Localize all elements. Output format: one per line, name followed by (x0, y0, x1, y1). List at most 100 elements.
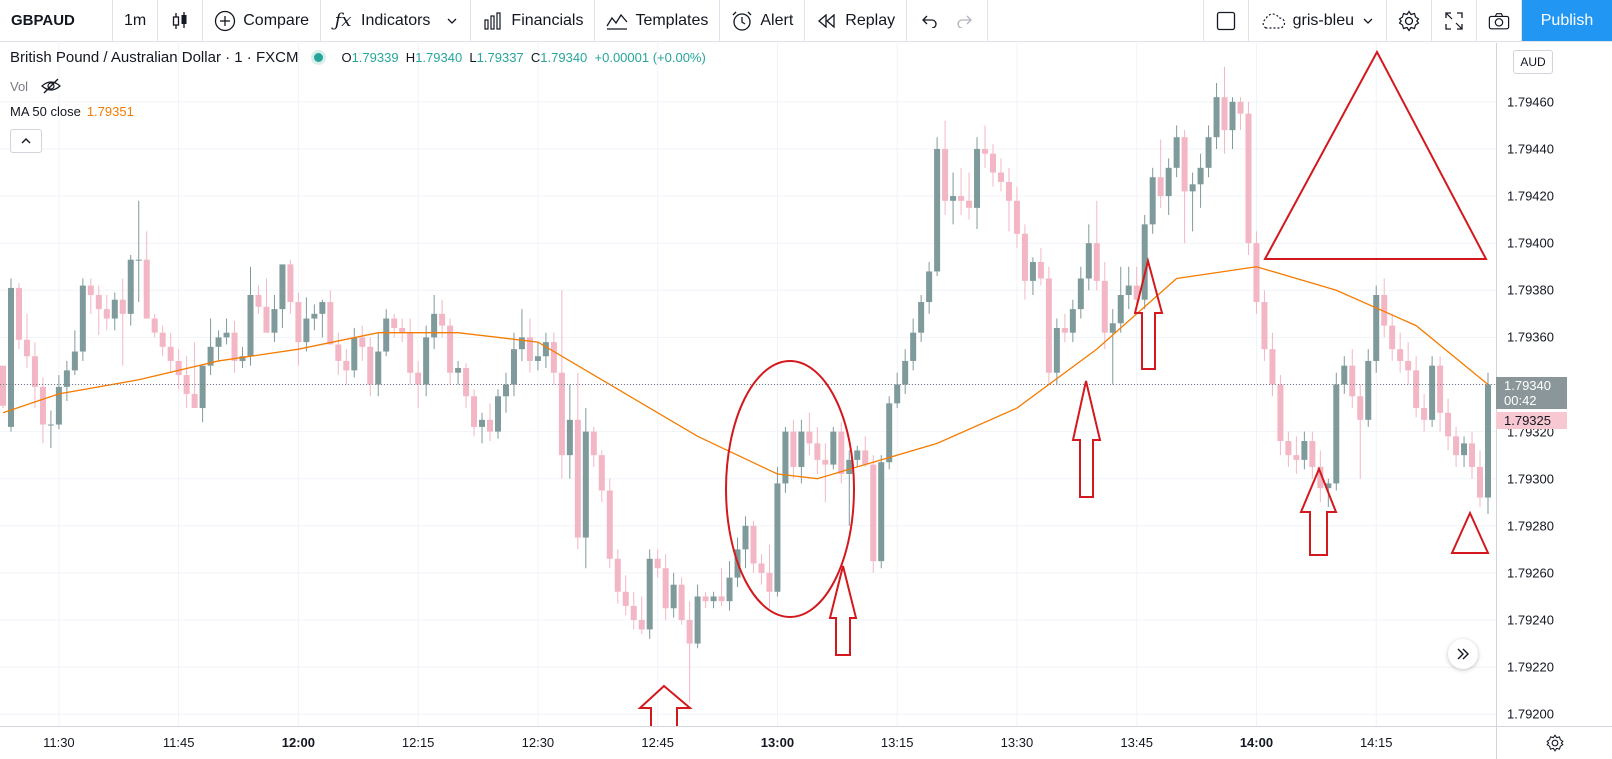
candle-body (1461, 443, 1468, 456)
candle-body (1013, 200, 1020, 234)
candle-body (255, 295, 262, 307)
candle-body (758, 563, 765, 573)
candle-body (1101, 280, 1108, 333)
time-tick-label: 12:15 (401, 735, 435, 750)
candle-body (526, 337, 533, 361)
candle-body (1373, 295, 1380, 361)
candle-body (55, 386, 62, 425)
bar-chart-icon (482, 10, 504, 32)
eye-hidden-icon[interactable] (40, 78, 62, 94)
candle-body (1309, 441, 1316, 467)
symbol-label: GBPAUD (11, 12, 75, 29)
price-tick-label: 1.79460 (1507, 94, 1554, 110)
candle-body (223, 332, 230, 338)
cloud-icon (1260, 10, 1286, 32)
candle-body (47, 424, 54, 426)
candle-body (463, 368, 470, 397)
chart-style-button[interactable] (158, 0, 204, 41)
candle-body (702, 596, 709, 602)
chart-settings-corner[interactable] (1496, 726, 1612, 759)
currency-badge[interactable]: AUD (1513, 50, 1553, 74)
alert-button[interactable]: Alert (720, 0, 806, 41)
collapse-legend-button[interactable] (10, 129, 42, 153)
layout-select-button[interactable] (1202, 0, 1249, 41)
candle-body (487, 419, 494, 432)
candle-body (1405, 360, 1412, 371)
volume-legend[interactable]: Vol (10, 78, 62, 94)
time-axis[interactable]: 11:30 11:45 12:00 12:15 12:30 12:45 13:00 13:15… (0, 726, 1496, 759)
candle-body (510, 349, 517, 385)
chevron-down-icon (1361, 10, 1375, 32)
replay-label: Replay (845, 11, 896, 29)
candle-body (1413, 370, 1420, 409)
candle-body (7, 287, 14, 427)
candle-body (1229, 101, 1236, 131)
symbol-search-button[interactable]: GBPAUD (0, 0, 113, 41)
indicators-button[interactable]: ƒx Indicators (321, 0, 472, 41)
volume-label: Vol (10, 78, 29, 94)
candle-body (423, 337, 430, 385)
candle-body (1325, 483, 1332, 489)
candle-body (71, 351, 78, 371)
candle-body (742, 525, 749, 550)
scroll-to-realtime-button[interactable] (1448, 639, 1478, 669)
candle-body (447, 325, 454, 373)
candle-body (1029, 262, 1036, 281)
candle-body (830, 431, 837, 465)
candle-body (782, 431, 789, 484)
arrow-up-12-47 (637, 684, 693, 726)
ma-price-tag: 1.79325 (1496, 411, 1567, 429)
candle-body (622, 591, 629, 606)
candle-body (383, 318, 390, 352)
price-chart[interactable] (0, 43, 1496, 726)
double-chevron-right-icon (1457, 648, 1469, 660)
candle-body (1117, 295, 1124, 324)
price-tick-label: 1.79300 (1507, 471, 1554, 487)
replay-button[interactable]: Replay (805, 0, 908, 41)
candle-body (359, 337, 366, 347)
candle-body (678, 584, 685, 621)
candle-body (1269, 349, 1276, 385)
compare-button[interactable]: Compare (203, 0, 322, 41)
fullscreen-button[interactable] (1432, 0, 1477, 41)
candle-body (439, 313, 446, 326)
candle-body (974, 148, 981, 208)
candle-body (1021, 233, 1028, 281)
price-tick-label: 1.79200 (1507, 706, 1554, 722)
candle-body (287, 264, 294, 303)
toolbar-spacer (988, 0, 1203, 41)
candle-body (239, 356, 246, 361)
symbol-legend[interactable]: British Pound / Australian Dollar · 1 · … (10, 49, 706, 66)
candle-body (63, 370, 70, 387)
settings-button[interactable] (1387, 0, 1432, 41)
candle-body (1093, 243, 1100, 281)
gear-icon (1398, 9, 1420, 32)
candle-body (774, 483, 781, 592)
candle-body (431, 313, 438, 338)
templates-button[interactable]: Templates (595, 0, 721, 41)
candle-body (934, 148, 941, 272)
snapshot-button[interactable] (1477, 0, 1522, 41)
chart-pane[interactable]: British Pound / Australian Dollar · 1 · … (0, 43, 1496, 726)
candle-body (1149, 177, 1156, 225)
candle-body (1293, 455, 1300, 460)
interval-button[interactable]: 1m (113, 0, 159, 41)
ohlc-values: O1.79339 H1.79340 L1.79337 C1.79340 +0.0… (341, 50, 706, 65)
candle-body (886, 403, 893, 463)
ma-legend[interactable]: MA 50 close 1.79351 (10, 104, 134, 119)
price-tick-label: 1.79240 (1507, 612, 1554, 628)
redo-icon[interactable] (954, 10, 976, 32)
candle-body (1485, 384, 1491, 498)
candle-body (710, 596, 717, 602)
arrow-up-13-30 (1071, 380, 1102, 498)
undo-icon[interactable] (918, 10, 940, 32)
publish-button[interactable]: Publish (1522, 0, 1612, 41)
candle-body (654, 558, 661, 569)
candle-body (814, 443, 821, 460)
save-layout-button[interactable]: gris-bleu (1249, 0, 1387, 41)
candle-body (870, 464, 877, 562)
candle-body (1317, 466, 1324, 489)
candle-body (415, 372, 422, 385)
candle-body (958, 196, 965, 201)
financials-button[interactable]: Financials (471, 0, 596, 41)
